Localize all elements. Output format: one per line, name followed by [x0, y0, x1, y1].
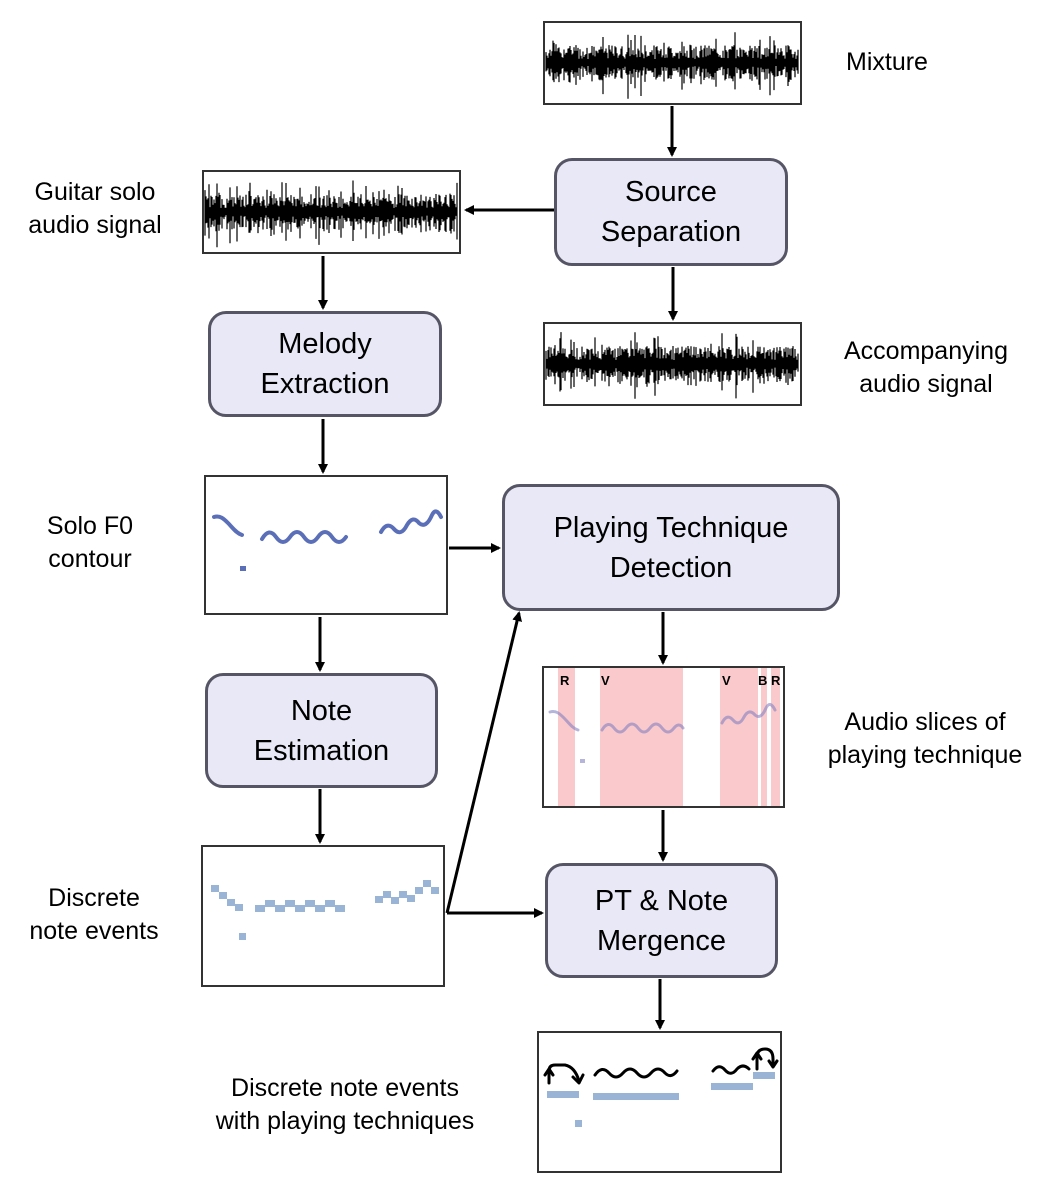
- arrow-notes-to-detection: [445, 611, 522, 914]
- vibrato-wave-2: [711, 1064, 751, 1075]
- contour-dot: [240, 566, 246, 571]
- guitar-solo-waveform: [202, 170, 461, 254]
- playing-technique-detection-node: Playing Technique Detection: [502, 484, 840, 611]
- discrete-notes-panel: [201, 845, 445, 987]
- contour-segment-3: [379, 509, 443, 535]
- pt-note-mergence-node: PT & Note Mergence: [545, 863, 778, 978]
- source-separation-line-2: Separation: [600, 216, 742, 248]
- note-estimation-line-1: Note: [290, 694, 353, 727]
- technique-marker-r1: R: [560, 673, 570, 688]
- slice-b: [761, 668, 767, 806]
- melody-extraction-node: Melody Extraction: [208, 311, 442, 417]
- audio-slices-panel: R V V B R: [542, 666, 785, 808]
- accompanying-waveform: [543, 322, 802, 406]
- solo-f0-label: Solo F0 contour: [46, 512, 134, 573]
- technique-marker-r2: R: [771, 673, 781, 688]
- playing-technique-detection-line-2: Detection: [609, 551, 733, 584]
- technique-marker-v1: V: [601, 673, 610, 688]
- source-separation-node: Source Separation: [554, 158, 788, 266]
- discrete-notes-label: Discrete note events: [29, 884, 159, 945]
- notes-with-techniques-panel: [537, 1031, 782, 1173]
- discrete-notes-pt-label: Discrete note events with playing techni…: [215, 1074, 475, 1135]
- slice-v2: [720, 668, 758, 806]
- mixture-waveform: [543, 21, 802, 105]
- audio-slices-label: Audio slices of playing technique: [827, 708, 1023, 769]
- waveform-trace: [545, 32, 799, 99]
- melody-extraction-line-1: Melody: [278, 328, 372, 360]
- pt-note-mergence-line-1: PT & Note: [594, 884, 729, 917]
- technique-marker-b: B: [758, 673, 767, 688]
- slice-v1: [600, 668, 683, 806]
- technique-marker-v2: V: [722, 673, 731, 688]
- playing-technique-detection-line-1: Playing Technique: [553, 511, 789, 544]
- slice-r2: [771, 668, 780, 806]
- contour-segment-2: [260, 530, 348, 544]
- solo-f0-contour-panel: [204, 475, 448, 615]
- melody-extraction-line-2: Extraction: [260, 368, 390, 400]
- slice-r1: [558, 668, 575, 806]
- guitar-solo-label: Guitar solo audio signal: [28, 178, 162, 239]
- mixture-label: Mixture: [846, 48, 928, 76]
- vibrato-wave-1: [593, 1067, 679, 1079]
- accompanying-label: Accompanying audio signal: [844, 337, 1008, 398]
- waveform-trace: [545, 332, 799, 399]
- pt-note-mergence-line-2: Mergence: [597, 924, 726, 957]
- note-estimation-line-2: Estimation: [253, 734, 390, 767]
- waveform-trace: [204, 180, 458, 248]
- contour-segment-1: [212, 514, 244, 537]
- note-estimation-node: Note Estimation: [205, 673, 438, 788]
- source-separation-line-1: Source: [625, 176, 717, 208]
